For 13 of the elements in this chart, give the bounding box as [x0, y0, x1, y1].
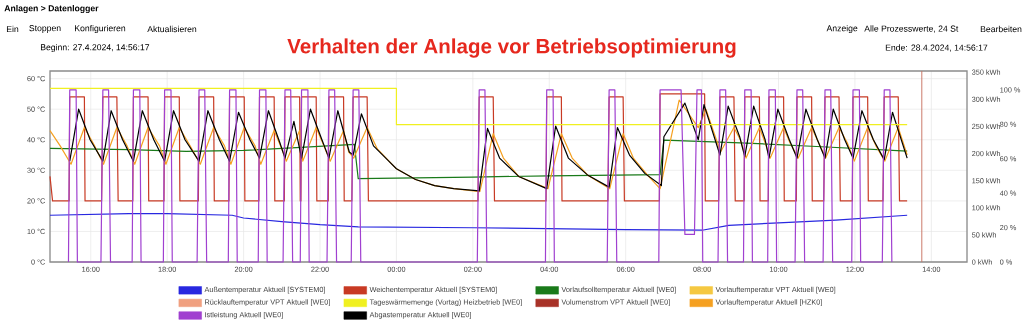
- text: Beginn: 27.4.2024, 14:56:17: [40, 43, 150, 53]
- text: Aktualisieren: [147, 25, 197, 33]
- line-series: [49, 213, 908, 231]
- text: Anzeige: [826, 24, 858, 34]
- text: Stoppen: [29, 25, 61, 33]
- line-series: [49, 139, 908, 180]
- chart-title: Verhalten der Anlage vor Betriebsoptimierung: [287, 38, 736, 58]
- text: Alle Prozesswerte, 24 St: [864, 25, 959, 33]
- text: Ende: 28.4.2024, 14:56:17: [885, 44, 988, 52]
- text: Anlagen > Datenlogger: [4, 4, 99, 14]
- text: Bearbeiten: [980, 25, 1022, 33]
- text: Konfigurieren: [75, 24, 126, 34]
- text: Ein: [6, 25, 19, 33]
